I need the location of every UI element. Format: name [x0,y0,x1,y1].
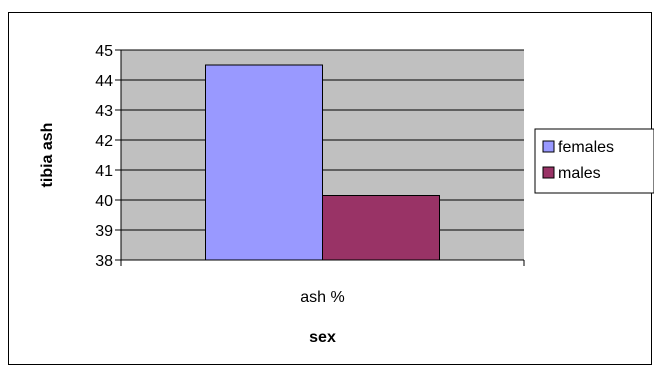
y-tick-label: 39 [95,223,113,240]
legend-label-females: females [558,139,614,156]
bar-males [322,195,440,261]
legend-label-males: males [558,165,601,182]
bars [205,64,440,261]
bar-females [205,64,323,261]
y-tick-label: 42 [95,133,113,150]
y-tick-label: 41 [95,163,113,180]
legend-swatch-females [542,140,555,153]
y-tick-label: 44 [95,73,113,90]
y-tick-label: 43 [95,103,113,120]
legend-swatch-males [542,166,555,179]
legend-box [534,128,654,194]
x-axis-title: sex [309,329,336,346]
y-axis-title: tibia ash [39,123,56,188]
legend: females males [534,128,654,194]
y-tick-label: 45 [95,43,113,60]
category-label: ash % [300,289,344,306]
y-tick-label: 38 [95,253,113,270]
y-axis: 38 39 40 41 42 43 44 45 [95,43,525,270]
y-tick-label: 40 [95,193,113,210]
